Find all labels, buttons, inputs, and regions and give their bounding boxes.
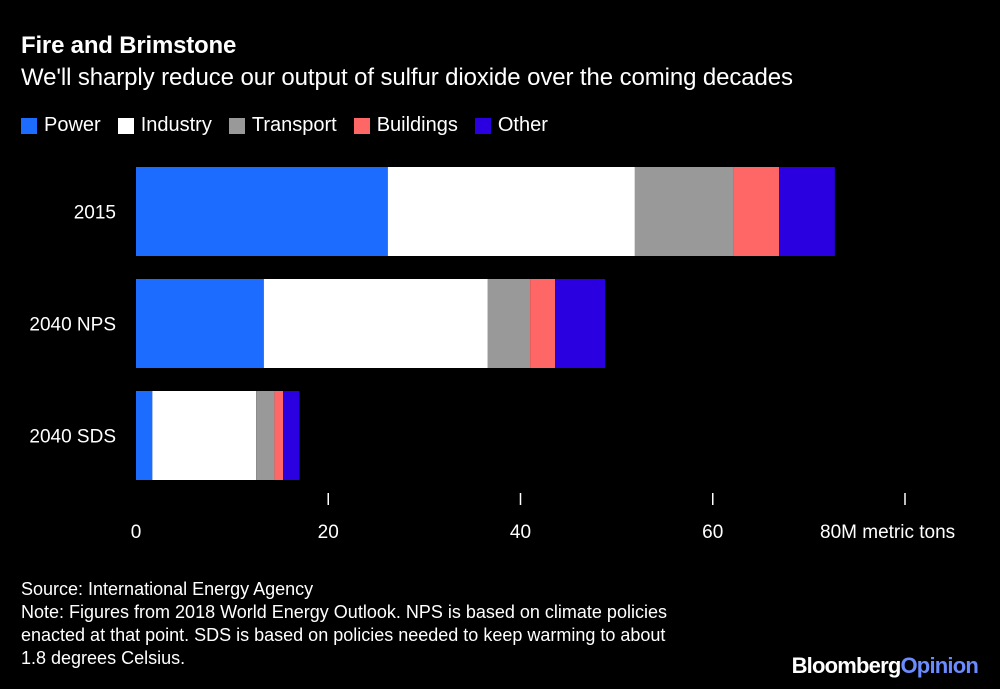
brand-opinion: Opinion [900, 653, 979, 678]
bar-2040-sds-industry [152, 391, 257, 480]
bar-2040-sds-power [136, 391, 153, 480]
legend-swatch-industry [117, 117, 134, 134]
legend-item-power: Power [21, 114, 101, 137]
category-label: 2015 [74, 203, 116, 224]
legend-item-industry: Industry [117, 114, 212, 137]
bar-2040-sds-other [283, 391, 300, 480]
bar-2040-nps-industry [263, 279, 488, 368]
legend-item-transport: Transport [228, 114, 337, 137]
legend-swatch-buildings [353, 117, 370, 134]
legend-swatch-power [21, 117, 37, 134]
category-label: 2040 SDS [29, 427, 116, 448]
bar-2040-sds-buildings [274, 391, 284, 480]
category-label: 2040 NPS [29, 315, 116, 336]
brand-bloomberg: Bloomberg [791, 653, 902, 678]
bar-2015-transport [634, 167, 734, 256]
legend-label-power: Power [44, 114, 101, 136]
legend-item-buildings: Buildings [353, 114, 458, 137]
legend-label-transport: Transport [251, 114, 337, 136]
note-line-3: 1.8 degrees Celsius. [21, 648, 186, 668]
source-note: Source: International Energy Agency [21, 579, 314, 599]
legend-swatch-other [474, 117, 491, 134]
footer: Source: International Energy Agency Note… [21, 578, 667, 670]
note-line-1: Note: Figures from 2018 World Energy Out… [21, 602, 667, 622]
bar-2040-nps-power [136, 279, 264, 368]
bar-2040-nps-other [555, 279, 606, 368]
legend-label-industry: Industry [140, 114, 212, 136]
bar-2040-nps-buildings [530, 279, 556, 368]
note-line-2: enacted at that point. SDS is based on p… [21, 625, 666, 645]
x-tick-label: 20 [318, 522, 339, 543]
bar-2015-industry [387, 167, 635, 256]
bar-2040-sds-transport [256, 391, 275, 480]
legend-label-buildings: Buildings [376, 114, 458, 136]
stacked-bar-chart: 2015 2040 NPS 2040 SDS 0 20 40 60 80M metric to… [29, 167, 955, 543]
legend-swatch-transport [228, 117, 245, 134]
x-tick-label: 0 [131, 522, 142, 543]
x-tick-label: 80M metric tons [820, 522, 955, 543]
bar-2015-other [779, 167, 835, 256]
bloomberg-opinion-logo: BloombergOpinion [791, 653, 979, 679]
legend-label-other: Other [497, 114, 548, 136]
legend: Power Industry Transport Buildings Other [21, 114, 565, 137]
bar-2015-power [136, 167, 388, 256]
legend-item-other: Other [474, 114, 548, 137]
x-tick-label: 40 [510, 522, 531, 543]
bar-2040-nps-transport [487, 279, 531, 368]
x-tick-label: 60 [702, 522, 723, 543]
bar-2015-buildings [733, 167, 780, 256]
chart-subtitle: We'll sharply reduce our output of sulfu… [21, 64, 793, 91]
chart-title: Fire and Brimstone [21, 32, 237, 59]
